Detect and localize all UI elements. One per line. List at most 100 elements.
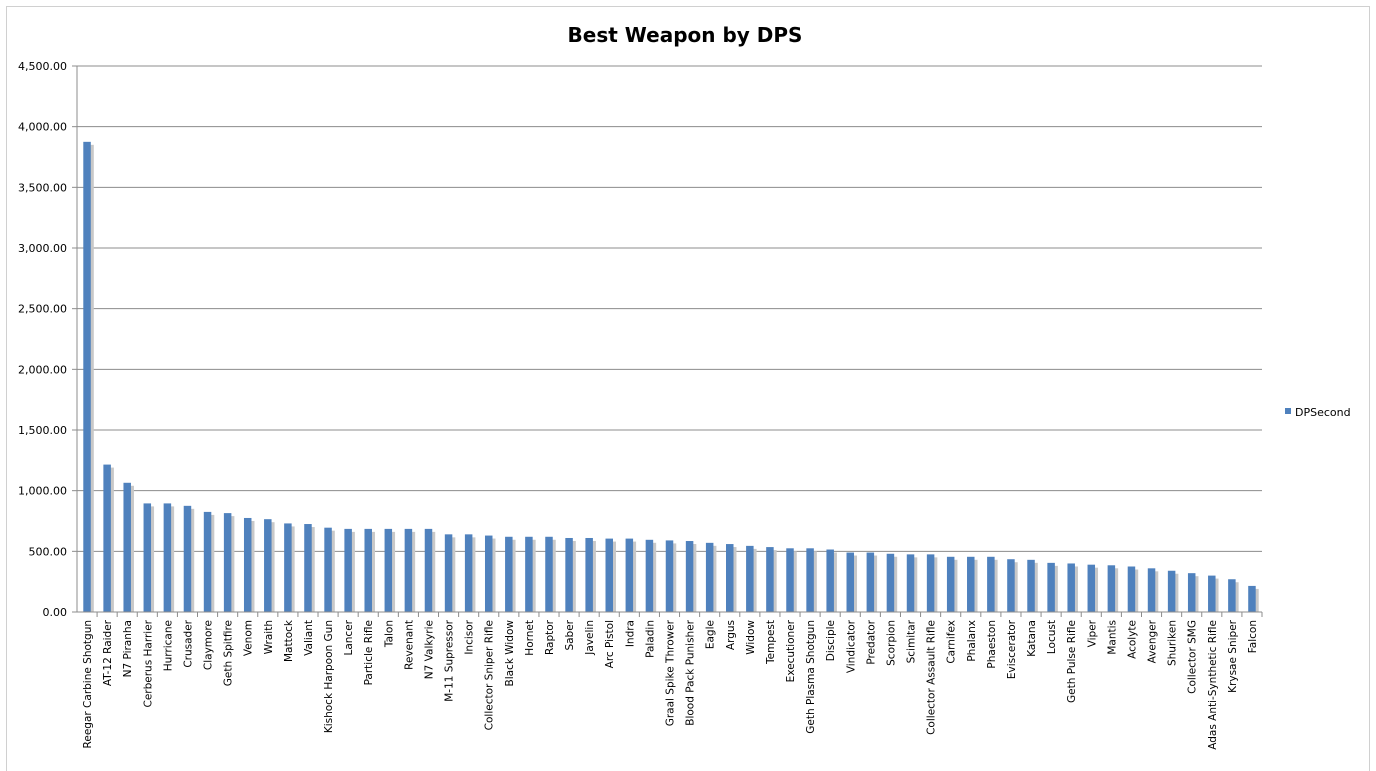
x-tick-label: Geth Spitfire [223,620,235,686]
x-tick-label: Incisor [464,619,476,654]
x-tick-label: Eviscerator [1006,619,1018,679]
bar [444,534,453,612]
x-tick-label: Collector Assault Rifle [926,620,938,735]
y-tick-label: 4,500.00 [18,60,67,73]
bar [1228,579,1236,612]
y-tick-label: 3,500.00 [18,181,67,194]
bar [103,464,111,612]
y-tick-label: 1,500.00 [18,424,67,437]
legend-label: DPSecond [1295,406,1351,419]
x-tick-label: Reegar Carbine Shotgun [82,620,94,748]
chart-frame [6,6,1370,771]
bar [1208,575,1216,612]
x-tick-label: Blood Pack Punisher [685,619,697,725]
x-tick-label: Collector Sniper Rifle [484,620,496,730]
bars [83,141,1256,613]
x-tick-label: Mantis [1106,620,1118,655]
x-tick-label: Predator [865,619,877,664]
x-tick-label: Scimitar [906,619,918,663]
bar [1007,559,1015,612]
bar [324,527,332,612]
x-tick-label: Locust [1046,620,1058,654]
bar [1107,565,1116,612]
y-tick-label: 4,000.00 [18,121,67,134]
bar [484,535,493,612]
axes [76,66,1263,617]
bar [585,537,593,612]
x-tick-label: M-11 Supressor [444,619,456,701]
bar [1027,559,1035,612]
x-tick-label: Wraith [263,620,275,654]
x-tick-label: Cerberus Harrier [142,619,154,707]
bar [364,528,372,612]
y-tick-label: 2,000.00 [18,363,67,376]
x-tick-label: Revenant [403,620,415,670]
x-tick-label: Adas Anti-Synthetic Rifle [1207,620,1219,750]
bar [886,553,895,612]
bar [404,528,413,612]
x-tick-label: Falcon [1247,620,1259,653]
bar [625,538,634,612]
x-tick-label: Talon [383,620,395,648]
x-tick-label: Tempest [765,620,777,665]
x-tick-label: Indra [624,620,636,647]
bar [344,528,352,612]
bar [967,556,975,612]
x-tick-label: N7 Valkyrie [423,620,435,679]
bar [605,538,613,612]
bar [1127,566,1136,612]
x-tick-label: Hurricane [162,620,174,671]
bar [705,542,714,612]
bar [505,536,513,612]
x-tick-label: Hornet [524,620,536,656]
bar [203,511,212,612]
y-tick-label: 0.00 [43,606,68,619]
bar [746,545,754,612]
bar [906,554,915,612]
bar [565,537,573,612]
x-tick-label: Venom [243,620,255,656]
x-tick-label: Arc Pistol [604,620,616,668]
bar [123,482,131,612]
x-axis-labels: Reegar Carbine Shotgun AT-12 Raider N7 Pir… [82,619,1259,750]
x-tick-label: Raptor [544,619,556,655]
x-tick-label: Viper [1086,619,1098,647]
y-tick-label: 1,000.00 [18,485,67,498]
x-tick-label: Claymore [203,620,215,670]
bar [464,534,473,612]
bar [163,503,172,612]
x-tick-label: Vindicator [845,619,857,673]
y-tick-label: 3,000.00 [18,242,67,255]
x-tick-label: Javelin [584,620,596,656]
x-tick-label: Shuriken [1167,620,1179,666]
bar [1087,564,1096,612]
bar [806,548,814,612]
x-tick-label: Lancer [343,619,355,655]
x-tick-label: Crusader [182,619,194,667]
bar [846,552,855,612]
x-tick-label: N7 Piranha [122,620,134,677]
x-tick-label: Eagle [705,620,717,649]
x-tick-label: Scorpion [885,620,897,666]
x-tick-label: Acolyte [1126,620,1138,659]
bar [83,141,91,613]
x-tick-label: Phalanx [966,620,978,662]
bar [1047,562,1055,612]
bar [143,503,152,612]
bar [284,523,292,612]
x-tick-label: Geth Plasma Shotgun [805,620,817,734]
bar [304,524,312,612]
bar [183,505,192,612]
bar [1067,563,1075,612]
bar [243,517,252,612]
bar [384,528,393,612]
x-tick-label: Paladin [644,620,656,658]
x-tick-label: Widow [745,620,757,655]
x-tick-label: Disciple [825,620,837,661]
bar [946,556,955,612]
x-tick-label: Geth Pulse Rifle [1066,620,1078,703]
x-tick-label: Mattock [283,619,295,662]
y-tick-label: 2,500.00 [18,303,67,316]
bar [424,528,433,612]
